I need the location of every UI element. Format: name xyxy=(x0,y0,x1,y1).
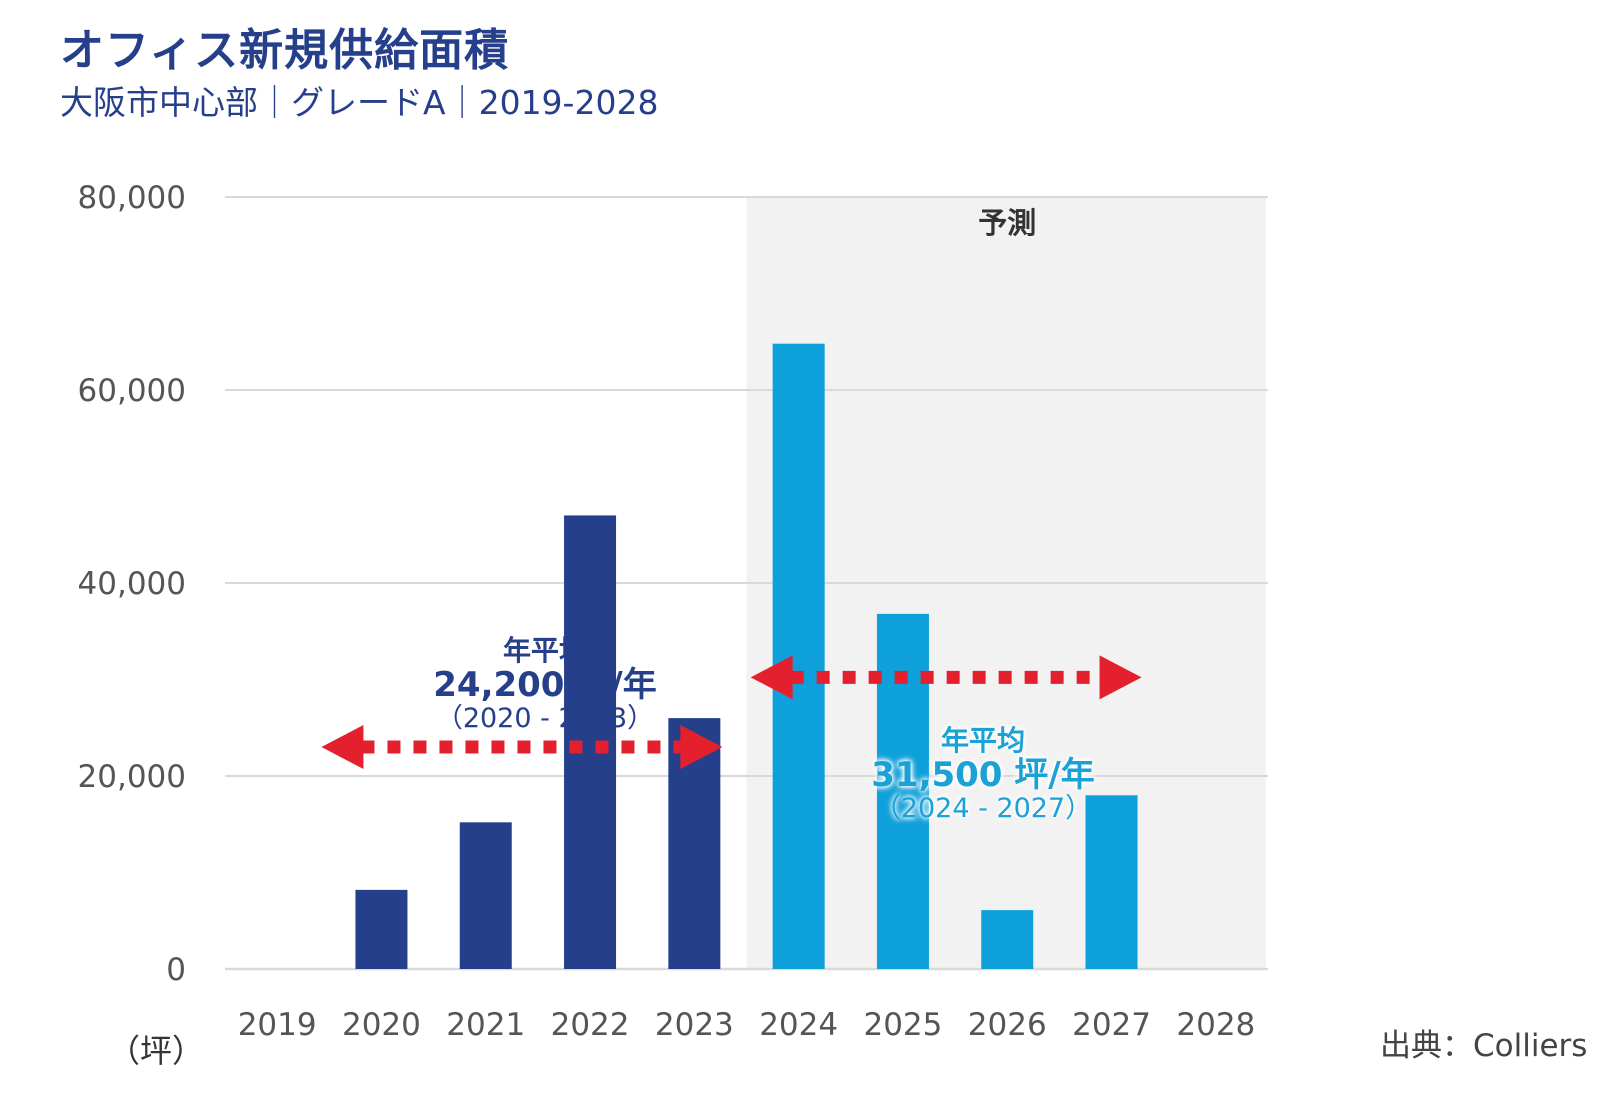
average-range: （2020 - 2023） xyxy=(435,703,655,735)
y-tick-label: 0 xyxy=(166,952,186,988)
average-arrow-2024-2027-right-head xyxy=(1099,655,1142,700)
average-annotation-2020-2023: 年平均 24,200 坪/年 （2020 - 2023） xyxy=(400,634,690,735)
forecast-label: 予測 xyxy=(978,206,1036,240)
y-axis-unit-label: （坪） xyxy=(108,1032,205,1070)
bar-2020 xyxy=(355,889,408,969)
source-note: 出典：Colliers xyxy=(1380,1028,1588,1064)
y-tick-label: 80,000 xyxy=(78,180,186,216)
bar-2021 xyxy=(459,822,512,969)
y-tick-label: 60,000 xyxy=(78,373,186,409)
average-value: 24,200 坪/年 xyxy=(433,664,657,705)
average-arrow-2020-2023-right-head xyxy=(680,725,723,770)
x-tick-label: 2025 xyxy=(863,1007,942,1043)
y-tick-label: 20,000 xyxy=(78,759,186,795)
x-tick-label: 2027 xyxy=(1072,1007,1151,1043)
x-tick-label: 2023 xyxy=(655,1007,734,1043)
average-heading: 年平均 xyxy=(502,634,587,667)
average-value: 31,500 坪/年 xyxy=(871,754,1095,795)
x-tick-label: 2024 xyxy=(759,1007,838,1043)
x-tick-label: 2022 xyxy=(551,1007,630,1043)
average-arrow-2024-2027-left-head xyxy=(750,655,793,700)
bar-2026 xyxy=(981,910,1034,969)
bar-2027 xyxy=(1085,795,1138,969)
x-tick-label: 2026 xyxy=(968,1007,1047,1043)
average-annotation-2024-2027: 年平均 31,500 坪/年 （2024 - 2027） xyxy=(838,724,1128,825)
average-range: （2024 - 2027） xyxy=(873,793,1093,825)
x-tick-label: 2019 xyxy=(238,1007,317,1043)
chart-subtitle: 大阪市中心部｜グレードA｜2019-2028 xyxy=(60,83,659,122)
x-tick-label: 2021 xyxy=(446,1007,525,1043)
y-tick-label: 40,000 xyxy=(78,566,186,602)
average-arrow-2020-2023-left-head xyxy=(321,725,364,770)
bar-2024 xyxy=(772,343,825,969)
x-tick-label: 2028 xyxy=(1176,1007,1255,1043)
average-heading: 年平均 xyxy=(940,724,1025,757)
chart-title: オフィス新規供給面積 xyxy=(60,25,510,76)
x-tick-label: 2020 xyxy=(342,1007,421,1043)
